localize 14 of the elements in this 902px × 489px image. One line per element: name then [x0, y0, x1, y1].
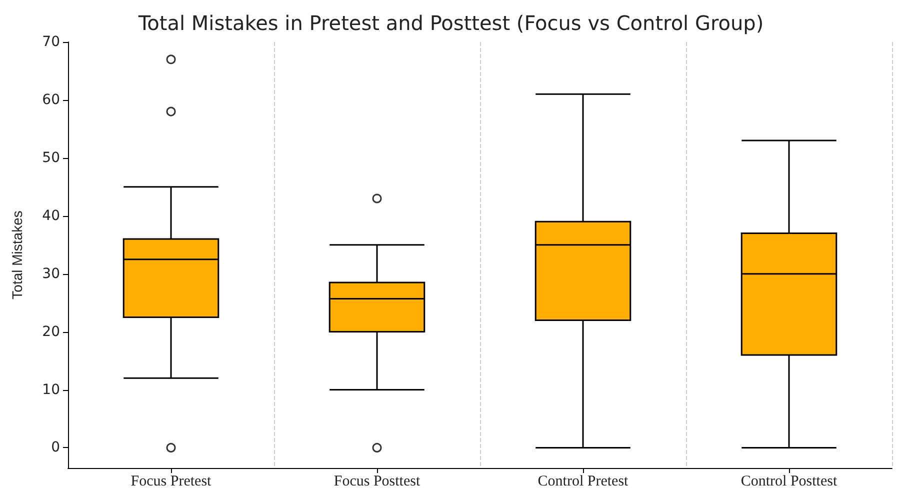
y-axis-title: Total Mistakes — [9, 210, 25, 300]
y-tick-label: 20 — [42, 324, 60, 340]
y-tick-label: 0 — [51, 440, 60, 456]
x-tick-label: Control Posttest — [740, 474, 838, 489]
chart-title: Total Mistakes in Pretest and Posttest (Focus vs Control Group) — [137, 11, 764, 35]
x-tick-label: Focus Pretest — [130, 474, 212, 489]
y-tick-label: 50 — [42, 150, 60, 166]
y-tick-label: 30 — [42, 266, 60, 282]
y-tick-label: 10 — [42, 382, 60, 398]
y-tick-label: 60 — [42, 92, 60, 108]
x-tick-label: Control Pretest — [538, 474, 630, 489]
y-tick-label: 40 — [42, 208, 60, 224]
x-tick-label: Focus Posttest — [334, 474, 421, 489]
y-tick-label: 70 — [42, 34, 60, 50]
